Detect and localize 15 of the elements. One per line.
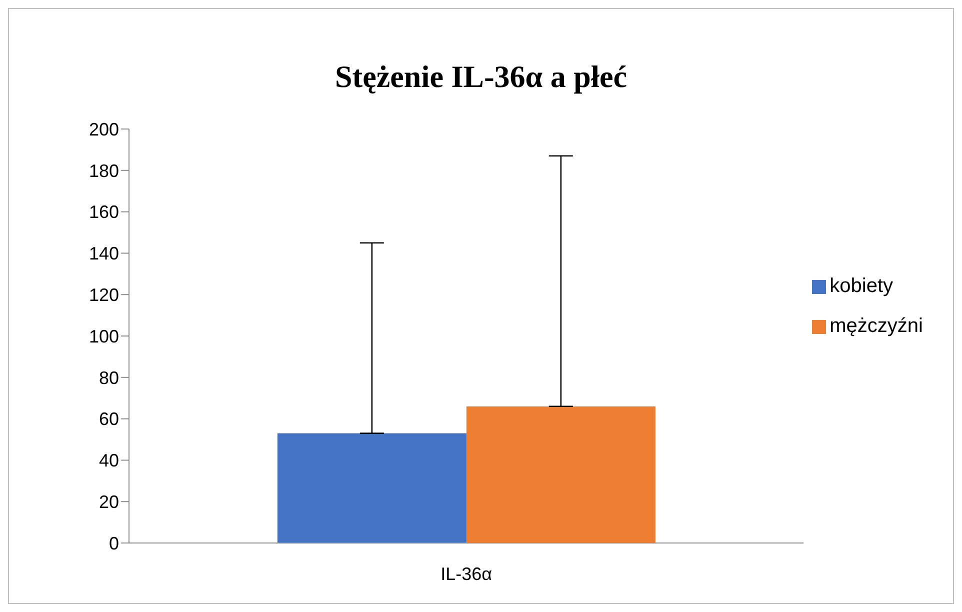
- chart-title: Stężenie IL-36α a płeć: [334, 59, 628, 95]
- y-tick-label: 200: [88, 119, 119, 140]
- y-tick-label: 60: [98, 409, 119, 430]
- y-tick-label: 20: [98, 492, 119, 512]
- legend-label: kobiety: [830, 275, 894, 297]
- y-tick-label: 40: [98, 450, 119, 471]
- y-tick-label: 180: [88, 160, 119, 181]
- y-tick-label: 80: [98, 368, 119, 388]
- y-tick-label: 120: [88, 284, 119, 305]
- y-tick-label: 160: [88, 202, 119, 222]
- y-tick-label: 100: [88, 326, 119, 346]
- y-tick-label: 0: [108, 533, 119, 554]
- x-tick-label: IL-36α: [440, 564, 492, 584]
- y-tick-label: 140: [88, 244, 119, 264]
- legend-label: mężczyźni: [830, 315, 923, 337]
